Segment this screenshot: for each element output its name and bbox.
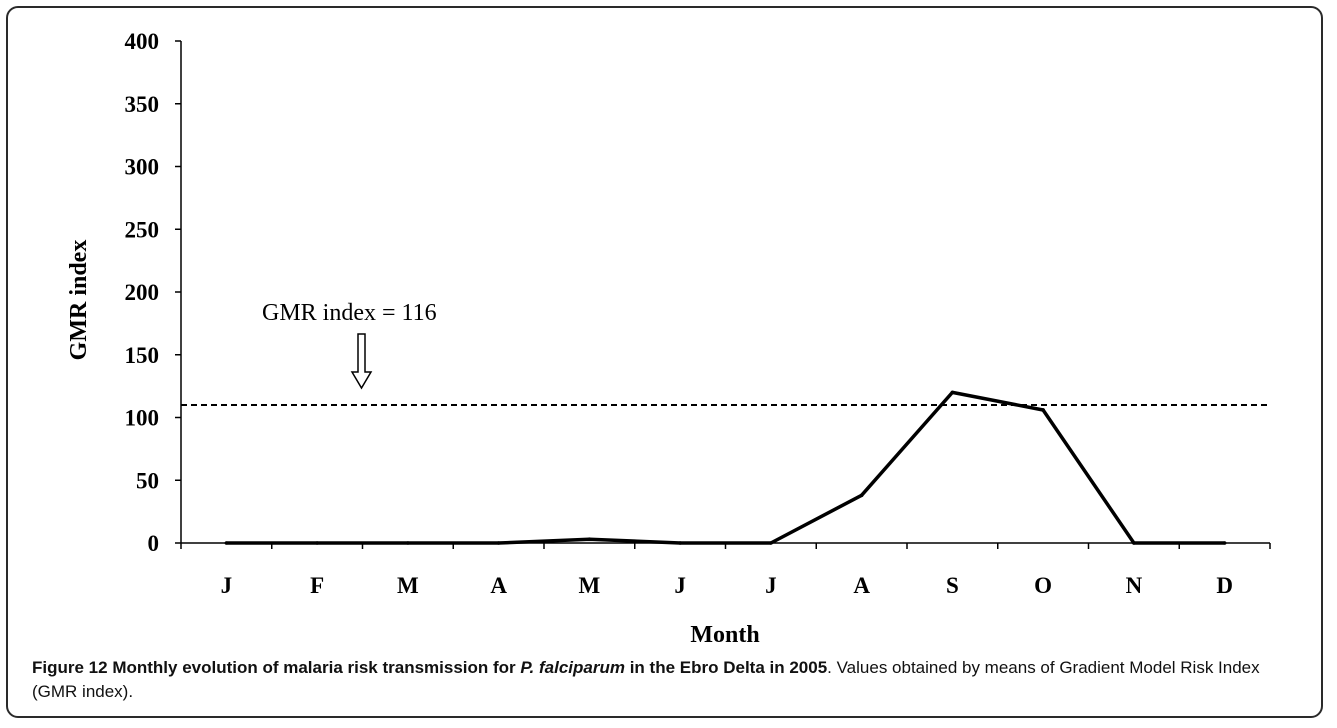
y-tick-label: 100 bbox=[125, 406, 160, 431]
caption-rest: . Values obtained by means of Gradient M… bbox=[32, 658, 1260, 701]
x-tick-label: A bbox=[490, 573, 507, 598]
annotation-label: GMR index = 116 bbox=[262, 300, 437, 326]
y-axis-ticks: 0 50 100 150 200 250 300 350 400 bbox=[125, 29, 181, 556]
data-point bbox=[1041, 408, 1045, 412]
caption-title-part2: in the Ebro Delta in 2005 bbox=[624, 658, 828, 677]
data-point bbox=[769, 541, 773, 545]
annotation-arrow-icon bbox=[350, 333, 373, 390]
data-point bbox=[1222, 541, 1227, 545]
x-tick-label: O bbox=[1034, 573, 1052, 598]
x-axis-title: Month bbox=[690, 622, 759, 648]
x-tick-label: D bbox=[1216, 573, 1233, 598]
data-point bbox=[496, 541, 501, 545]
x-tick-label: S bbox=[946, 573, 959, 598]
data-point bbox=[315, 541, 319, 545]
y-axis-title: GMR index bbox=[66, 240, 92, 361]
y-tick-label: 50 bbox=[136, 468, 159, 493]
y-tick-label: 200 bbox=[125, 280, 160, 305]
figure-caption: Figure 12 Monthly evolution of malaria r… bbox=[32, 656, 1307, 704]
y-tick-label: 300 bbox=[125, 155, 160, 180]
data-point bbox=[678, 541, 682, 545]
data-point bbox=[950, 390, 955, 395]
data-points bbox=[224, 390, 1227, 545]
caption-title-part1: Monthly evolution of malaria risk transm… bbox=[107, 658, 521, 677]
data-point bbox=[224, 541, 229, 545]
data-point bbox=[587, 537, 592, 542]
data-point bbox=[859, 493, 864, 498]
y-tick-label: 400 bbox=[125, 29, 160, 54]
x-tick-label: F bbox=[310, 573, 324, 598]
figure-frame bbox=[6, 6, 1323, 718]
data-point bbox=[406, 541, 410, 545]
x-tick-label: J bbox=[765, 573, 777, 598]
x-tick-label: N bbox=[1126, 573, 1143, 598]
caption-species: P. falciparum bbox=[520, 658, 625, 677]
y-tick-label: 250 bbox=[125, 217, 160, 242]
data-point bbox=[1132, 541, 1136, 545]
series-line bbox=[226, 390, 1225, 545]
x-tick-label: M bbox=[397, 573, 419, 598]
x-tick-label: J bbox=[674, 573, 686, 598]
x-tick-label: A bbox=[853, 573, 870, 598]
y-tick-label: 350 bbox=[125, 92, 160, 117]
caption-label: Figure 12 bbox=[32, 658, 108, 677]
y-tick-label: 150 bbox=[125, 343, 160, 368]
x-tick-label: J bbox=[221, 573, 233, 598]
x-tick-label: M bbox=[579, 573, 601, 598]
y-tick-label: 0 bbox=[148, 531, 160, 556]
line-chart: 0 50 100 150 200 250 300 350 400 J F M A M J J A S O N D GM… bbox=[66, 29, 1271, 648]
